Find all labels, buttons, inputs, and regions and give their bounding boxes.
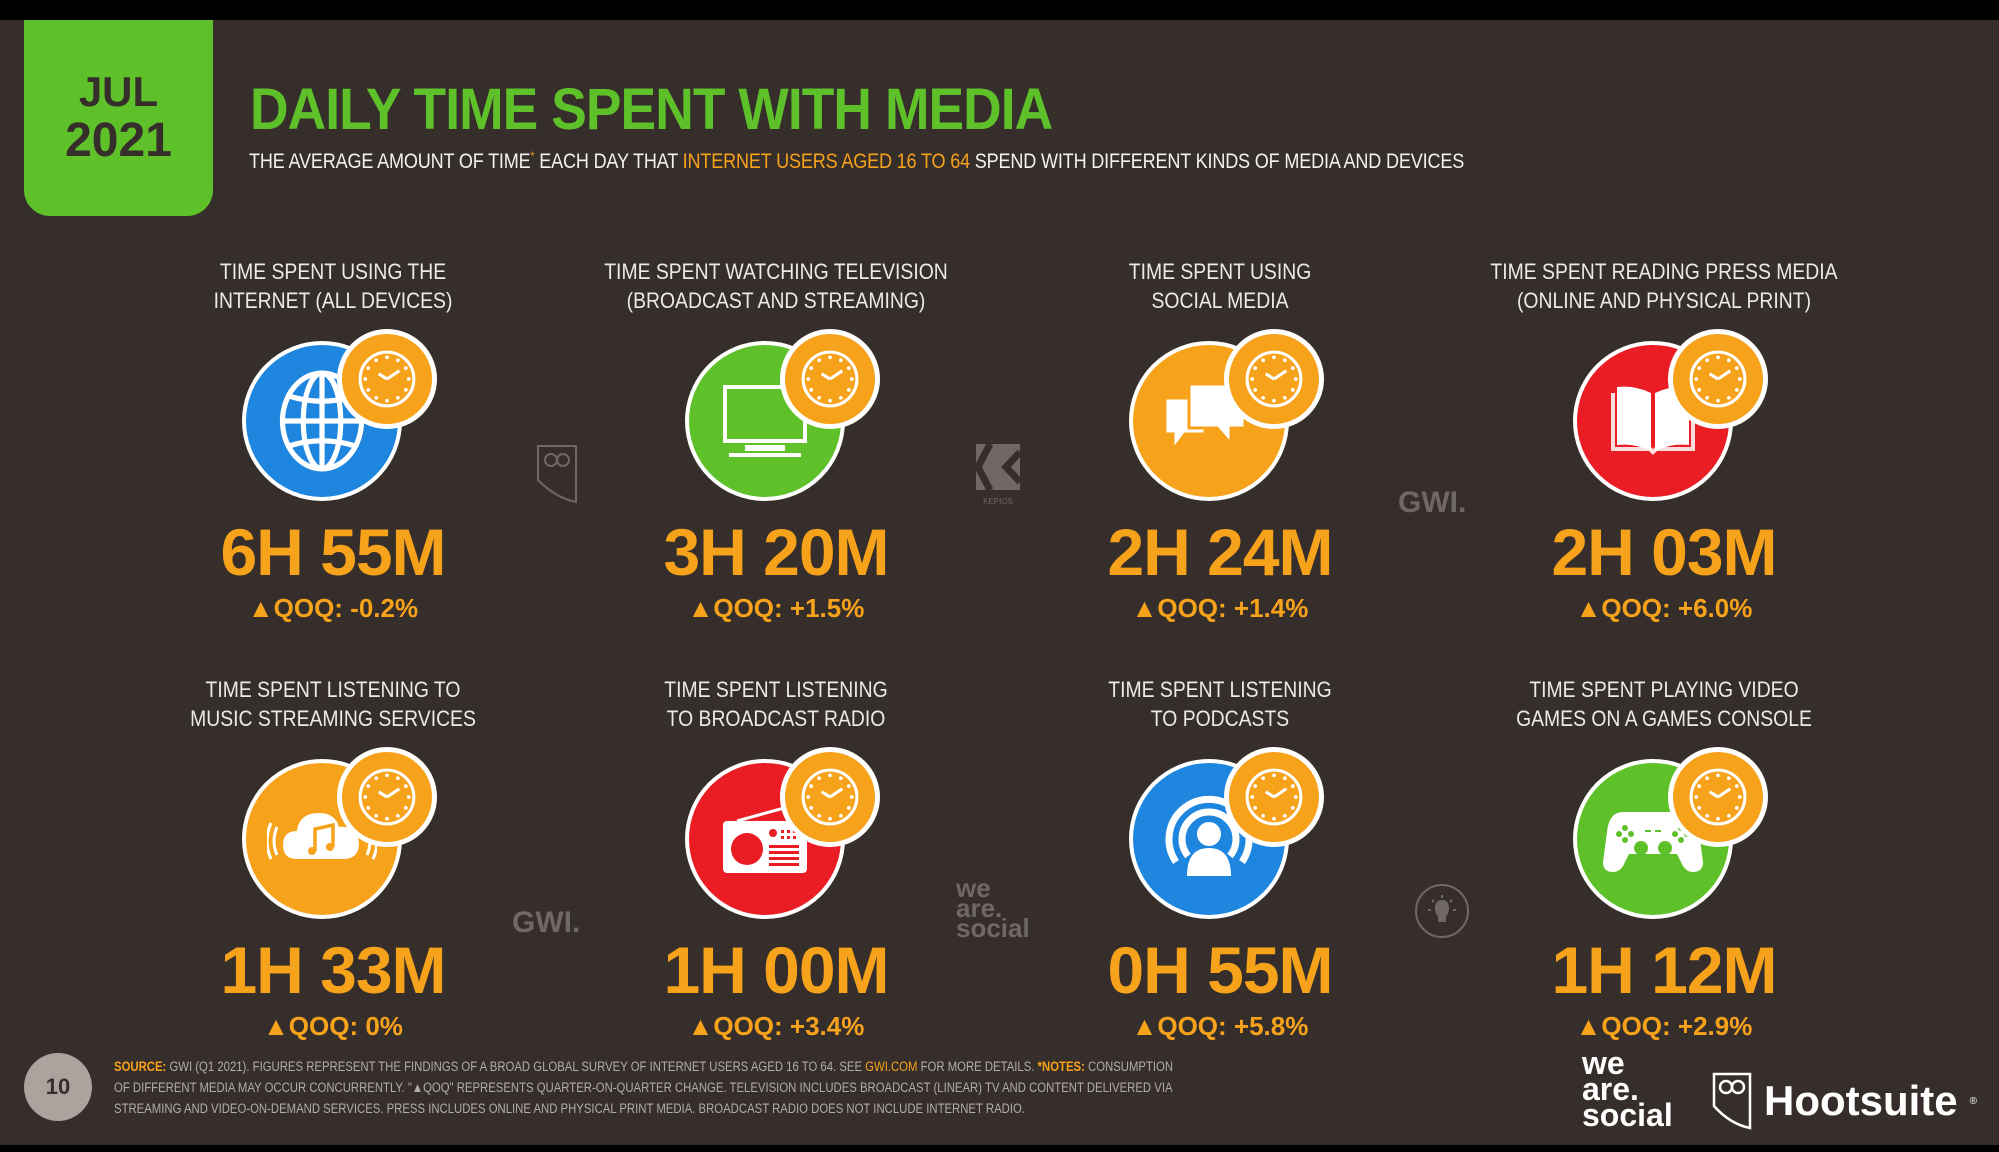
stat-card-podcasts: TIME SPENT LISTENING TO PODCASTS 0H 55M ▲… [1000,675,1440,1041]
stat-card-television: TIME SPENT WATCHING TELEVISION (BROADCAST… [556,257,996,623]
source-notes: SOURCE: GWI (Q1 2021). FIGURES REPRESENT… [114,1059,1174,1116]
gwi-watermark: GWI. [1398,486,1467,519]
time-value: 2H 03M [1551,515,1777,589]
clock-icon [1224,329,1324,429]
time-value: 2H 24M [1107,515,1333,589]
card-label: TIME SPENT LISTENING TO MUSIC STREAMING S… [190,677,476,731]
hootsuite-owl-icon [1712,1072,1752,1130]
qoq-change: ▲QOQ: +1.5% [687,593,865,623]
subtitle-text: EACH DAY THAT [534,150,683,173]
time-value: 0H 55M [1107,933,1333,1007]
card-label: TIME SPENT LISTENING TO PODCASTS [1108,677,1332,731]
stat-card-broadcast-radio: TIME SPENT LISTENING TO BROADCAST RADIO 1… [556,675,996,1041]
qoq-change: ▲QOQ: -0.2% [247,593,419,623]
card-label: TIME SPENT WATCHING TELEVISION (BROADCAST… [604,259,948,313]
we-are-social-logo: we are. social [1582,1045,1673,1133]
page-title: DAILY TIME SPENT WITH MEDIA [250,77,1053,142]
qoq-change: ▲QOQ: +2.9% [1575,1011,1753,1041]
subtitle-text: SPEND WITH DIFFERENT KINDS OF MEDIA AND … [969,150,1465,173]
qoq-change: ▲QOQ: +3.4% [687,1011,865,1041]
date-badge: JUL 2021 [24,20,213,216]
card-label: TIME SPENT READING PRESS MEDIA (ONLINE AN… [1490,259,1838,313]
subtitle-asterisk: * [530,149,535,163]
clock-icon [1224,747,1324,847]
subtitle-highlight: INTERNET USERS AGED 16 TO 64 [682,150,970,173]
clock-icon [780,747,880,847]
page-number: 10 [24,1053,92,1121]
time-value: 1H 00M [663,933,889,1007]
stat-card-video-games: TIME SPENT PLAYING VIDEO GAMES ON A GAMES… [1444,675,1884,1041]
stat-card-social-media: TIME SPENT USING SOCIAL MEDIA 2H 24M ▲QOQ… [1000,257,1440,623]
gwi-link[interactable]: GWI.COM [865,1059,918,1074]
stat-card-music-streaming: TIME SPENT LISTENING TO MUSIC STREAMING S… [113,675,553,1041]
time-value: 1H 12M [1551,933,1777,1007]
time-value: 1H 33M [220,933,446,1007]
stat-card-internet: TIME SPENT USING THE INTERNET (ALL DEVICE… [113,257,553,623]
we-are-social-watermark: we are. social [956,873,1030,943]
card-label: TIME SPENT LISTENING TO BROADCAST RADIO [664,677,888,731]
kepios-watermark: KEPIOS [974,442,1023,506]
time-value: 6H 55M [220,515,446,589]
lightbulb-watermark-icon [1414,883,1470,944]
clock-icon [337,747,437,847]
page-subtitle: THE AVERAGE AMOUNT OF TIME* EACH DAY THA… [249,149,1464,174]
qoq-change: ▲QOQ: +5.8% [1131,1011,1309,1041]
subtitle-text: THE AVERAGE AMOUNT OF TIME [249,150,531,173]
clock-icon [780,329,880,429]
qoq-change: ▲QOQ: 0% [263,1011,403,1041]
hootsuite-owl-watermark-icon [536,444,578,509]
date-month: JUL [78,68,159,115]
card-label: TIME SPENT PLAYING VIDEO GAMES ON A GAMES… [1516,677,1812,731]
slide: JUL 2021 DAILY TIME SPENT WITH MEDIA THE… [0,20,1999,1145]
qoq-change: ▲QOQ: +6.0% [1575,593,1753,623]
card-label: TIME SPENT USING THE INTERNET (ALL DEVICE… [213,259,453,313]
clock-icon [1668,747,1768,847]
kepios-logo-icon [974,442,1023,492]
date-year: 2021 [65,114,172,167]
time-value: 3H 20M [663,515,889,589]
hootsuite-logo: Hootsuite ® [1712,1072,1977,1130]
card-label: TIME SPENT USING SOCIAL MEDIA [1128,259,1312,313]
clock-icon [337,329,437,429]
clock-icon [1668,329,1768,429]
qoq-change: ▲QOQ: +1.4% [1131,593,1309,623]
gwi-watermark: GWI. [512,906,581,939]
stat-card-press-media: TIME SPENT READING PRESS MEDIA (ONLINE AN… [1444,257,1884,623]
